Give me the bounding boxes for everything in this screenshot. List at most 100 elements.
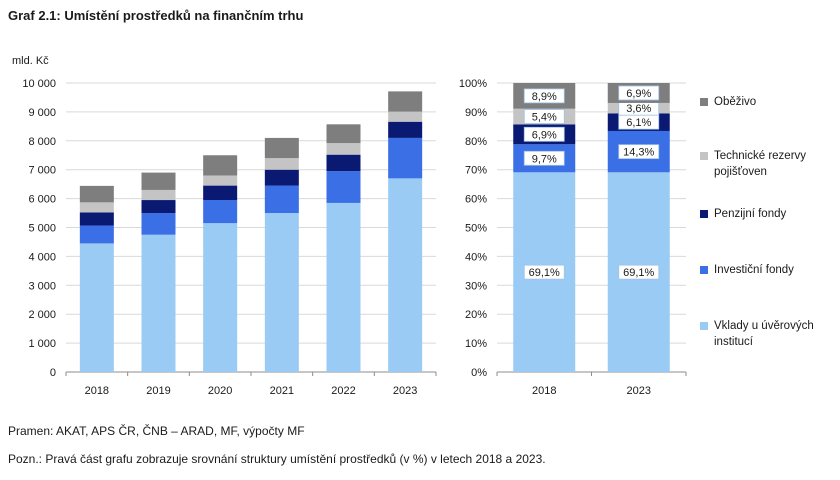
left-bar-segment: [326, 124, 361, 144]
chart-left-panel: mld. Kč 0 1 000 2 000 3 000 4 000 5 000 6 000 7 …: [12, 55, 437, 397]
right-data-label: 6,1%: [626, 117, 651, 129]
left-bar-segment: [203, 155, 238, 176]
left-y-tick-label: 3 000: [28, 280, 56, 292]
right-data-label: 69,1%: [529, 267, 560, 279]
left-y-tick-label: 1 000: [28, 338, 56, 350]
right-data-label: 6,9%: [626, 88, 651, 100]
chart-canvas: mld. Kč 0 1 000 2 000 3 000 4 000 5 000 6 000 7 …: [12, 55, 687, 397]
left-y-tick-label: 2 000: [28, 309, 56, 321]
legend-swatch-investicni-fondy: [700, 266, 708, 274]
right-data-label-box: [523, 126, 565, 142]
right-data-label-box: [618, 264, 660, 280]
left-bar-segment: [388, 91, 423, 112]
right-y-tick-label: 20%: [465, 309, 487, 321]
left-bar-segment: [264, 213, 299, 372]
legend-item-penzijni-fondy: Penzijní fondy: [700, 206, 834, 222]
left-y-unit: mld. Kč: [12, 55, 49, 67]
right-data-label: 3,6%: [626, 103, 651, 115]
left-bar-segment: [388, 178, 423, 372]
right-y-tick-label: 70%: [465, 165, 487, 177]
left-bar-segment: [326, 202, 361, 372]
right-y-tick-label: 0%: [471, 367, 487, 379]
right-data-label: 5,4%: [532, 112, 557, 124]
left-bar-segment: [141, 213, 176, 235]
right-y-tick-label: 40%: [465, 251, 487, 263]
left-x-tick-label: 2019: [146, 385, 170, 397]
chart-right-panel: 0% 10% 20% 30% 40% 50% 60% 70% 80% 90% 100% 69,1% 9,…: [459, 78, 687, 397]
left-y-tick-label: 4 000: [28, 251, 56, 263]
chart-source: Pramen: AKAT, APS ČR, ČNB – ARAD, MF, vý…: [8, 424, 305, 438]
left-bar-segment: [326, 143, 361, 155]
left-bar-segment: [388, 111, 423, 122]
chart-title: Graf 2.1: Umístění prostředků na finančn…: [8, 8, 304, 23]
right-data-label-box: [523, 109, 565, 124]
legend-label-technicke-rezervy: Technické rezervy pojišťoven: [714, 150, 807, 178]
left-y-tick-label: 0: [50, 367, 56, 379]
left-bar-segment: [203, 200, 238, 224]
right-data-label-box: [618, 144, 660, 160]
right-data-label: 14,3%: [623, 147, 654, 159]
left-y-tick-label: 8 000: [28, 136, 56, 148]
left-bar-segment: [326, 154, 361, 172]
legend-label-obezivo: Oběživo: [714, 96, 757, 108]
left-bar-segment: [388, 137, 423, 179]
left-x-tick-label: 2020: [208, 385, 232, 397]
left-bar-segment: [79, 185, 114, 203]
right-data-label: 9,7%: [532, 153, 557, 165]
left-x-tick-label: 2022: [331, 385, 355, 397]
left-bar-segment: [388, 121, 423, 138]
left-bar-segment: [79, 202, 114, 213]
left-bar-segment: [141, 234, 176, 372]
right-data-label-box: [523, 150, 565, 166]
right-y-tick-label: 60%: [465, 194, 487, 206]
left-x-tick-label: 2018: [85, 385, 109, 397]
right-y-tick-label: 50%: [465, 223, 487, 235]
right-y-tick-label: 30%: [465, 280, 487, 292]
right-data-label: 69,1%: [623, 267, 654, 279]
left-bar-segment: [79, 243, 114, 372]
left-bar-segment: [264, 169, 299, 186]
legend-label-penzijni-fondy: Penzijní fondy: [714, 208, 787, 220]
left-y-tick-label: 9 000: [28, 107, 56, 119]
legend-label-vklady: Vklady u úvěrových institucí: [714, 320, 814, 348]
left-bar-segment: [141, 189, 176, 201]
left-bar-segment: [203, 223, 238, 372]
left-y-tick-label: 5 000: [28, 223, 56, 235]
chart-note: Pozn.: Pravá část grafu zobrazuje srovná…: [8, 452, 546, 466]
legend-swatch-obezivo: [700, 98, 708, 106]
left-bar-segment: [141, 172, 176, 190]
legend-swatch-vklady: [700, 322, 708, 330]
left-bar-segment: [264, 137, 299, 159]
right-y-tick-label: 100%: [459, 78, 487, 90]
legend-item-technicke-rezervy: Technické rezervy pojišťoven: [700, 148, 834, 180]
right-data-label-box: [523, 88, 565, 104]
right-x-tick-label: 2018: [532, 385, 556, 397]
left-x-tick-label: 2023: [393, 385, 417, 397]
right-data-label: 6,9%: [532, 129, 557, 141]
right-x-tick-label: 2023: [627, 385, 651, 397]
legend-item-investicni-fondy: Investiční fondy: [700, 262, 834, 278]
right-y-tick-label: 90%: [465, 107, 487, 119]
left-y-tick-label: 6 000: [28, 194, 56, 206]
right-y-tick-label: 10%: [465, 338, 487, 350]
left-bar-segment: [203, 185, 238, 201]
left-bar-segment: [79, 212, 114, 226]
legend-swatch-penzijni-fondy: [700, 210, 708, 218]
left-bar-segment: [141, 200, 176, 214]
right-data-label: 8,9%: [532, 91, 557, 103]
left-bar-segment: [326, 171, 361, 203]
legend-item-obezivo: Oběživo: [700, 94, 834, 110]
left-bar-segment: [264, 185, 299, 214]
left-bar-segment: [79, 225, 114, 244]
legend-swatch-technicke-rezervy: [700, 152, 708, 160]
legend-item-vklady: Vklady u úvěrových institucí: [700, 318, 834, 350]
left-x-tick-label: 2021: [270, 385, 294, 397]
left-bar-segment: [264, 158, 299, 170]
right-y-tick-label: 80%: [465, 136, 487, 148]
right-data-label-box: [618, 85, 660, 101]
legend-label-investicni-fondy: Investiční fondy: [714, 264, 794, 276]
right-data-label-box: [523, 264, 565, 280]
left-bar-segment: [203, 175, 238, 186]
left-y-tick-label: 10 000: [22, 78, 56, 90]
left-y-tick-label: 7 000: [28, 165, 56, 177]
